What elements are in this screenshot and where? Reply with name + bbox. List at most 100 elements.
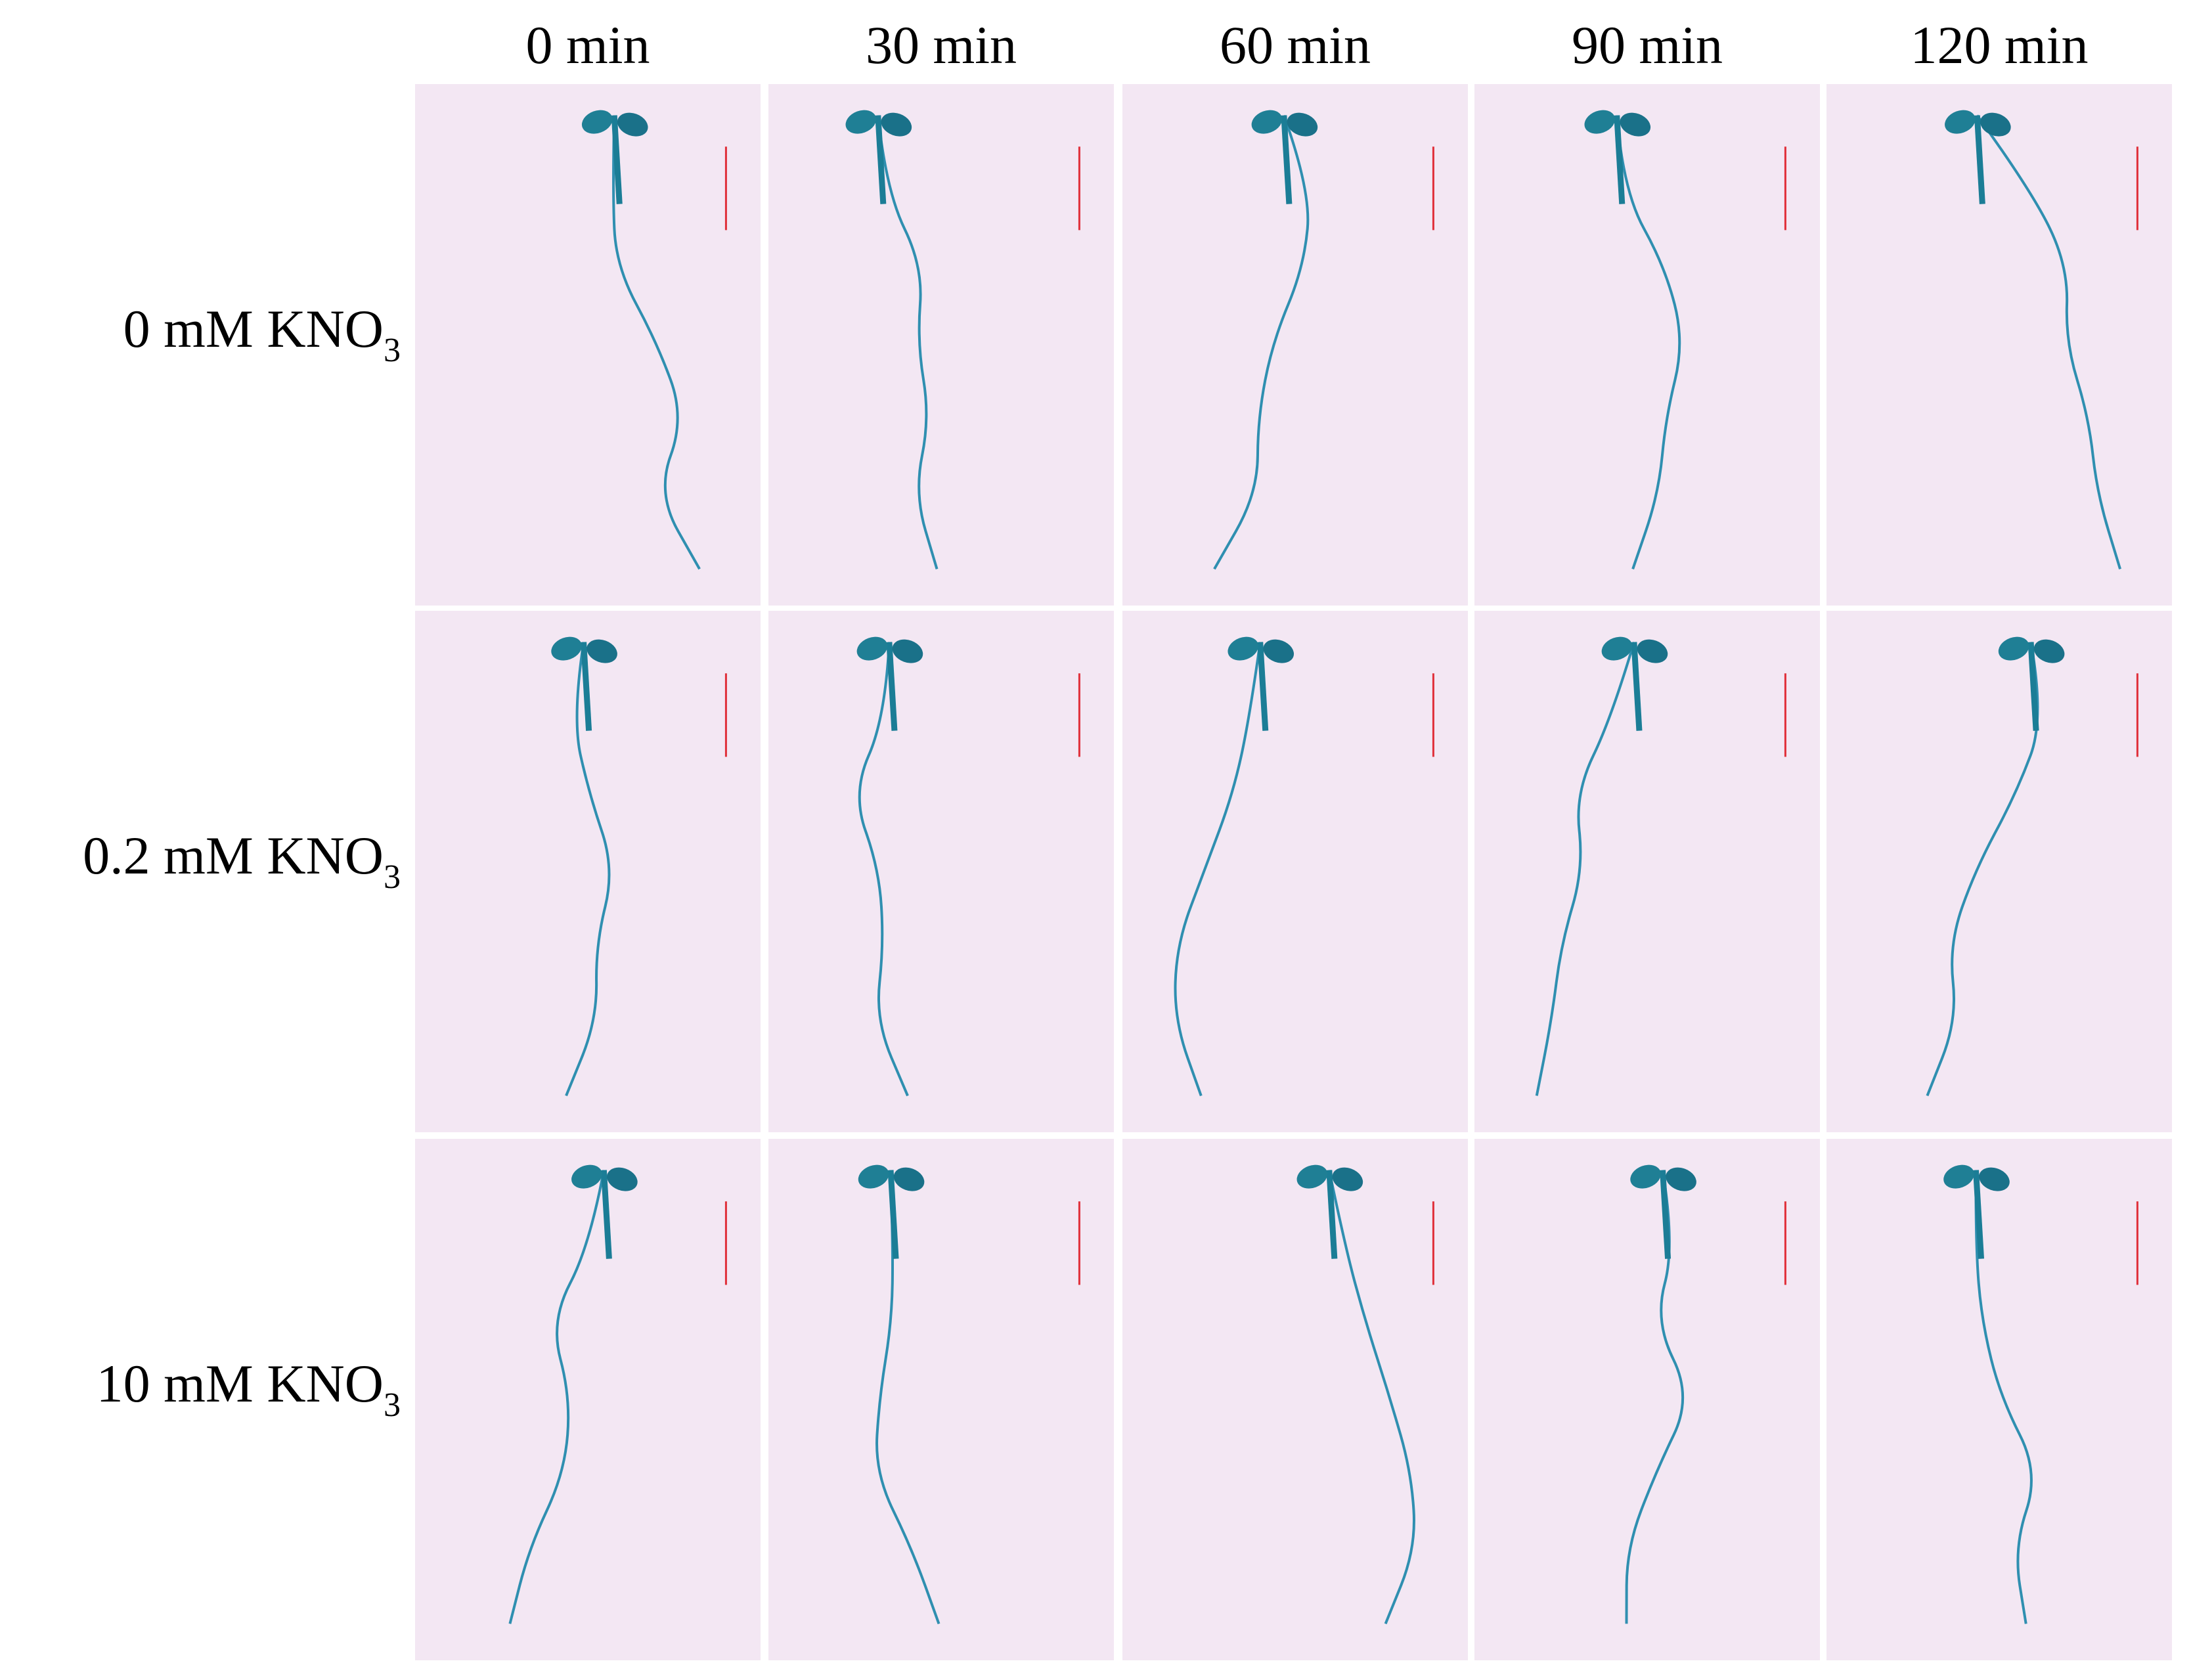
photo-background <box>415 84 761 606</box>
hypocotyl <box>2027 642 2039 731</box>
hypocotyl <box>1631 642 1643 731</box>
photo-panel <box>1826 611 2172 1132</box>
hypocotyl <box>600 1170 612 1259</box>
root <box>508 1170 606 1624</box>
row-label-main: 0 mM KNO <box>123 299 384 359</box>
root <box>565 642 611 1097</box>
root <box>1926 642 2039 1097</box>
cotyledon <box>2033 639 2065 663</box>
photo-panel <box>1826 84 2172 606</box>
photo-background <box>1122 84 1468 606</box>
cotyledon <box>1620 112 1651 137</box>
cotyledon <box>1251 110 1283 134</box>
cotyledon <box>617 112 648 137</box>
row-label-subscript: 3 <box>384 1386 401 1424</box>
photo-panel <box>1826 1139 2172 1660</box>
root <box>1615 115 1681 570</box>
cotyledon <box>586 639 617 663</box>
photo-panel <box>1122 611 1468 1132</box>
column-label: 60 min <box>1220 15 1371 75</box>
photo-background <box>768 611 1114 1132</box>
column-label: 90 min <box>1572 15 1723 75</box>
cotyledon <box>881 112 912 137</box>
root <box>1327 1170 1415 1625</box>
hypocotyl <box>1974 115 1985 204</box>
row-label-main: 0.2 mM KNO <box>83 826 384 885</box>
hypocotyl <box>886 642 898 731</box>
cotyledon <box>892 639 923 663</box>
photo-background <box>1826 611 2172 1132</box>
hypocotyl <box>1614 115 1626 204</box>
photo-panel <box>1122 1139 1468 1660</box>
photo-background <box>1122 611 1468 1132</box>
row-label-subscript: 3 <box>384 332 401 369</box>
photo-background <box>1474 611 1820 1132</box>
photo-panel <box>415 611 761 1132</box>
column-label: 0 min <box>525 15 650 75</box>
cotyledon <box>1228 636 1259 661</box>
cotyledon <box>551 636 582 661</box>
hypocotyl <box>1326 1170 1338 1259</box>
hypocotyl <box>1257 642 1269 731</box>
row-label: 0.2 mM KNO3 <box>83 826 401 896</box>
photo-panel <box>768 84 1114 606</box>
root <box>875 1170 941 1625</box>
row-label: 0 mM KNO3 <box>123 299 401 369</box>
column-label: 120 min <box>1910 15 2088 75</box>
cotyledon <box>1601 636 1633 661</box>
cotyledon <box>1263 639 1295 663</box>
root <box>876 115 939 569</box>
cotyledon <box>856 636 888 661</box>
photo-background <box>768 84 1114 606</box>
photo-panel <box>768 611 1114 1132</box>
cotyledon <box>1945 110 1976 134</box>
hypocotyl <box>1660 1170 1671 1259</box>
root <box>858 642 909 1097</box>
cotyledon <box>1332 1167 1363 1191</box>
hypocotyl <box>887 1170 899 1259</box>
root <box>1974 1170 2033 1624</box>
photo-background <box>768 1139 1114 1660</box>
photo-background <box>415 1139 761 1660</box>
root <box>1174 642 1262 1097</box>
row-label-subscript: 3 <box>384 858 401 896</box>
root <box>1213 114 1310 570</box>
hypocotyl <box>875 115 887 204</box>
hypocotyl <box>1973 1170 1985 1259</box>
cotyledon <box>571 1164 602 1189</box>
cotyledon <box>1296 1164 1328 1189</box>
cotyledon <box>845 110 877 134</box>
photo-background <box>1826 1139 2172 1660</box>
cotyledon <box>893 1167 925 1191</box>
photo-panel <box>1474 1139 1820 1660</box>
cotyledon <box>858 1164 889 1189</box>
row-label: 10 mM KNO3 <box>97 1354 401 1424</box>
column-label: 30 min <box>866 15 1017 75</box>
root <box>1976 114 2122 570</box>
cotyledon <box>1980 112 2011 137</box>
photo-background <box>1826 84 2172 606</box>
cotyledon <box>1979 1167 2010 1191</box>
hypocotyl <box>581 642 592 731</box>
cotyledon <box>1943 1164 1974 1189</box>
photo-panel <box>768 1139 1114 1660</box>
cotyledon <box>1637 639 1668 663</box>
photo-background <box>1122 1139 1468 1660</box>
photo-panel <box>1474 611 1820 1132</box>
cotyledon <box>1287 112 1318 137</box>
photo-panel <box>415 84 761 606</box>
row-label-main: 10 mM KNO <box>97 1354 384 1413</box>
cotyledon <box>581 110 613 134</box>
photo-background <box>1474 1139 1820 1660</box>
hypocotyl <box>611 115 623 204</box>
cotyledon <box>1998 636 2029 661</box>
cotyledon <box>1666 1167 1696 1191</box>
photo-panel <box>1474 84 1820 606</box>
root <box>1625 1170 1685 1624</box>
cotyledon <box>1584 110 1616 134</box>
photo-background <box>1474 84 1820 606</box>
cotyledon <box>1630 1164 1661 1189</box>
cotyledon <box>607 1167 638 1191</box>
